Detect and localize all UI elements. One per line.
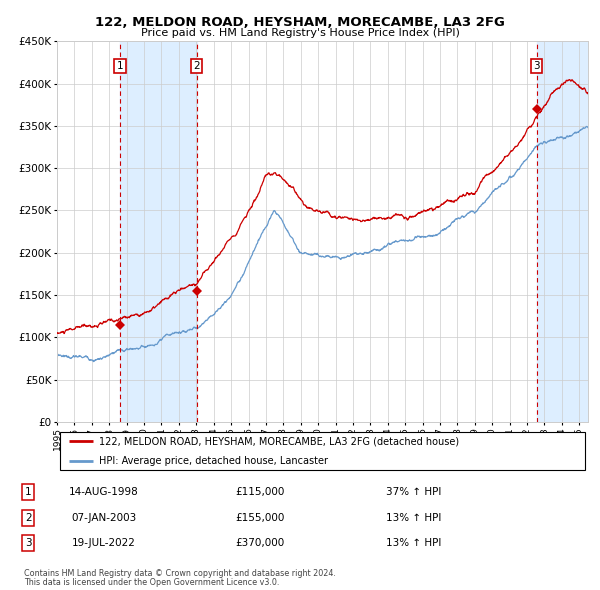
- Text: 3: 3: [533, 61, 540, 71]
- Text: 19-JUL-2022: 19-JUL-2022: [72, 538, 136, 548]
- Text: HPI: Average price, detached house, Lancaster: HPI: Average price, detached house, Lanc…: [100, 456, 328, 466]
- Bar: [120, 41, 197, 422]
- Text: 122, MELDON ROAD, HEYSHAM, MORECAMBE, LA3 2FG (detached house): 122, MELDON ROAD, HEYSHAM, MORECAMBE, LA…: [100, 437, 460, 447]
- Text: 2: 2: [193, 61, 200, 71]
- FancyBboxPatch shape: [59, 432, 586, 470]
- Text: 13% ↑ HPI: 13% ↑ HPI: [386, 513, 442, 523]
- Text: 14-AUG-1998: 14-AUG-1998: [69, 487, 139, 497]
- Bar: [536, 41, 588, 422]
- Text: 122, MELDON ROAD, HEYSHAM, MORECAMBE, LA3 2FG: 122, MELDON ROAD, HEYSHAM, MORECAMBE, LA…: [95, 16, 505, 29]
- Text: 13% ↑ HPI: 13% ↑ HPI: [386, 538, 442, 548]
- Text: Price paid vs. HM Land Registry's House Price Index (HPI): Price paid vs. HM Land Registry's House …: [140, 28, 460, 38]
- Text: 1: 1: [25, 487, 31, 497]
- Text: 3: 3: [25, 538, 31, 548]
- Text: £370,000: £370,000: [235, 538, 284, 548]
- Text: Contains HM Land Registry data © Crown copyright and database right 2024.: Contains HM Land Registry data © Crown c…: [24, 569, 336, 578]
- Text: £155,000: £155,000: [235, 513, 284, 523]
- Text: 2: 2: [25, 513, 31, 523]
- Text: This data is licensed under the Open Government Licence v3.0.: This data is licensed under the Open Gov…: [24, 578, 280, 588]
- Text: £115,000: £115,000: [235, 487, 284, 497]
- Text: 07-JAN-2003: 07-JAN-2003: [71, 513, 137, 523]
- Text: 1: 1: [117, 61, 124, 71]
- Text: 37% ↑ HPI: 37% ↑ HPI: [386, 487, 442, 497]
